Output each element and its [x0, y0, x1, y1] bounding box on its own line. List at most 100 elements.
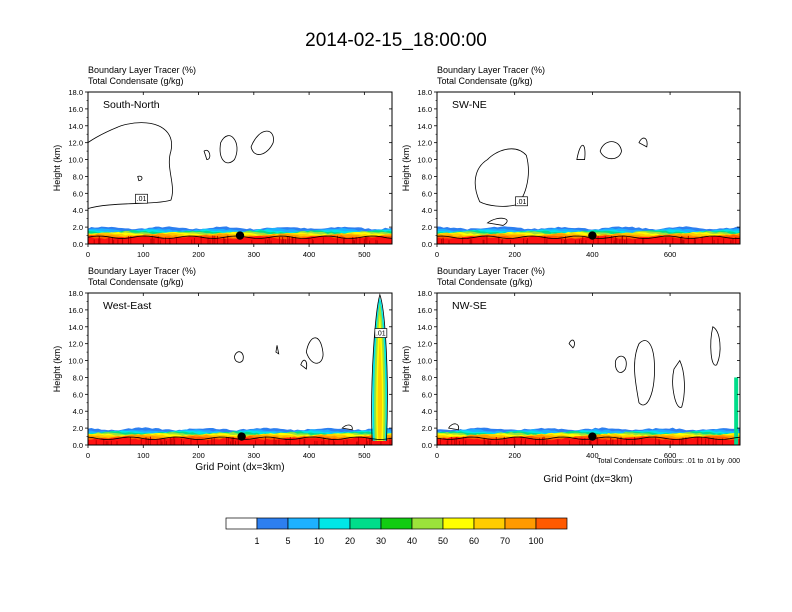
panel-title-condensate: Total Condensate (g/kg) [437, 277, 533, 287]
colorbar-swatch [411, 517, 444, 530]
y-tick-label: 2.0 [73, 223, 83, 232]
y-axis-label: Height (km) [401, 145, 411, 192]
y-tick-label: 10.0 [417, 357, 432, 366]
contour-line [437, 436, 740, 440]
contour-line [568, 339, 575, 349]
colorbar-swatch [380, 517, 413, 530]
location-marker [588, 432, 597, 441]
panel-west-east: Boundary Layer Tracer (%)Total Condensat… [52, 266, 393, 460]
colorbar-label: 50 [438, 536, 448, 546]
panel-title-tracer: Boundary Layer Tracer (%) [437, 266, 545, 276]
y-tick-label: 18.0 [68, 88, 83, 97]
y-tick-label: 2.0 [422, 223, 432, 232]
bl-band [437, 436, 740, 445]
y-tick-label: 18.0 [417, 88, 432, 97]
x-tick-label: 400 [586, 250, 599, 259]
contour-line [576, 144, 586, 160]
y-tick-label: 4.0 [422, 407, 432, 416]
colorbar-swatch [473, 517, 506, 530]
contour-label: .01 [517, 199, 527, 206]
contour-label: .01 [137, 196, 147, 203]
panel-title-tracer: Boundary Layer Tracer (%) [437, 65, 545, 75]
contour-line [638, 137, 648, 148]
colorbar-swatch [504, 517, 537, 530]
bl-band [88, 437, 392, 445]
y-axis-label: Height (km) [52, 145, 62, 192]
y-tick-label: 14.0 [68, 122, 83, 131]
plot-area [437, 92, 740, 244]
y-tick-label: 12.0 [68, 139, 83, 148]
colorbar-swatch [349, 517, 382, 530]
y-tick-label: 16.0 [68, 105, 83, 114]
y-tick-label: 10.0 [68, 156, 83, 165]
colorbar-label: 1 [254, 536, 259, 546]
contour-line [234, 351, 244, 363]
contour-line [599, 141, 622, 160]
contour-label-box [515, 196, 528, 207]
panel-title-condensate: Total Condensate (g/kg) [88, 277, 184, 287]
x-tick-label: 300 [248, 250, 261, 259]
x-tick-label: 200 [192, 451, 205, 460]
colorbar-label: 60 [469, 536, 479, 546]
x-tick-label: 200 [192, 250, 205, 259]
x-tick-label: 0 [435, 451, 439, 460]
colorbar-label: 5 [285, 536, 290, 546]
location-marker [588, 231, 597, 240]
x-tick-label: 400 [586, 451, 599, 460]
panel-title-condensate: Total Condensate (g/kg) [88, 76, 184, 86]
panel-title-tracer: Boundary Layer Tracer (%) [88, 65, 196, 75]
x-axis-label-right: Grid Point (dx=3km) [543, 474, 632, 485]
contour-line [300, 359, 308, 370]
contour-line [634, 340, 655, 406]
x-tick-label: 0 [86, 250, 90, 259]
colorbar-label: 10 [314, 536, 324, 546]
x-tick-label: 0 [435, 250, 439, 259]
y-tick-label: 8.0 [422, 373, 432, 382]
location-marker [237, 432, 246, 441]
panel-south-north: Boundary Layer Tracer (%)Total Condensat… [52, 65, 393, 259]
contour-note: Total Condensate Contours: .01 to .01 by… [597, 458, 740, 465]
y-tick-label: 14.0 [417, 323, 432, 332]
y-tick-label: 2.0 [73, 424, 83, 433]
panel-sw-ne: Boundary Layer Tracer (%)Total Condensat… [401, 65, 741, 259]
x-axis-label-left: Grid Point (dx=3km) [195, 462, 284, 473]
contour-line [672, 359, 685, 408]
y-tick-label: 14.0 [417, 122, 432, 131]
panel-nw-se: Boundary Layer Tracer (%)Total Condensat… [401, 266, 741, 460]
y-tick-label: 0.0 [422, 240, 432, 249]
y-tick-label: 6.0 [422, 189, 432, 198]
y-tick-label: 10.0 [417, 156, 432, 165]
x-tick-label: 300 [248, 451, 261, 460]
plume-band [377, 331, 383, 441]
y-tick-label: 4.0 [422, 206, 432, 215]
contour-line [710, 326, 721, 366]
colorbar-label: 100 [528, 536, 543, 546]
contour-label-box [135, 193, 148, 204]
x-tick-label: 200 [508, 250, 521, 259]
y-tick-label: 4.0 [73, 407, 83, 416]
contour-line [474, 148, 529, 207]
y-tick-label: 4.0 [73, 206, 83, 215]
y-tick-label: 18.0 [68, 289, 83, 298]
contour-line [437, 235, 740, 239]
y-tick-label: 14.0 [68, 323, 83, 332]
contour-line [219, 135, 238, 164]
y-tick-label: 6.0 [73, 390, 83, 399]
contour-line [137, 175, 143, 182]
contour-line [341, 424, 353, 431]
contour-line [371, 293, 388, 441]
x-tick-label: 600 [664, 451, 677, 460]
contour-line [275, 345, 280, 355]
y-tick-label: 12.0 [417, 340, 432, 349]
contour-label: .01 [376, 331, 386, 338]
panel-label-sw-ne: SW-NE [452, 99, 487, 111]
main-title: 2014-02-15_18:00:00 [305, 30, 487, 51]
contour-line [486, 217, 508, 226]
colorbar: 1 5 10 20 30 40 50 60 70 100 [225, 517, 568, 546]
colorbar-swatch [256, 517, 289, 530]
y-tick-label: 16.0 [417, 105, 432, 114]
contour-line [614, 355, 627, 373]
panel-label-nw-se: NW-SE [452, 300, 487, 312]
x-tick-label: 600 [664, 250, 677, 259]
